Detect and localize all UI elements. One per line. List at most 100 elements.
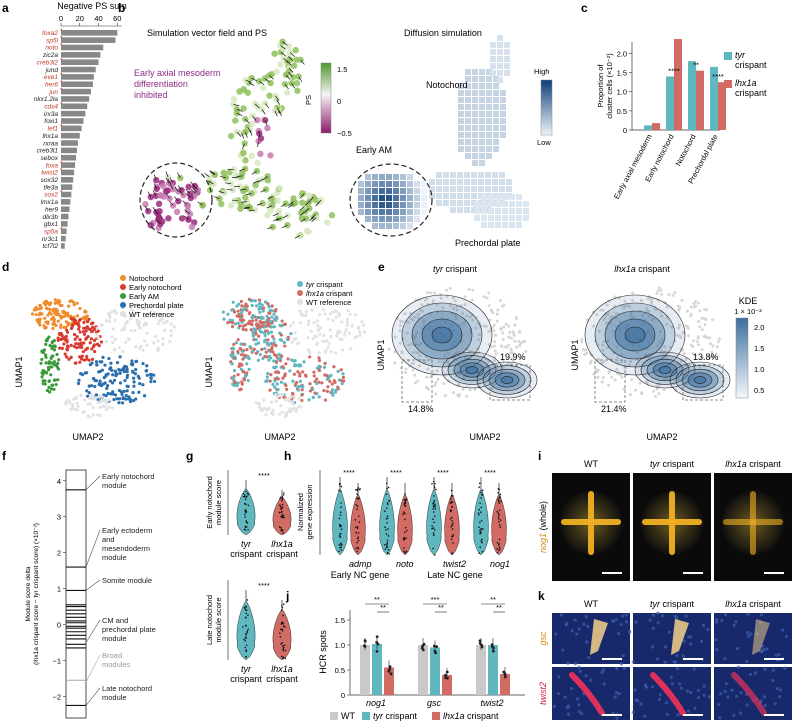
umap-cell	[298, 321, 303, 325]
violin-point	[433, 499, 436, 502]
umap-cell	[144, 322, 148, 326]
panel-c-bar	[688, 61, 696, 131]
diffusion-cell	[479, 125, 485, 131]
umap-cell	[236, 349, 240, 353]
violin-point	[279, 635, 282, 638]
umap-cell	[92, 397, 96, 401]
vector-field-cell	[280, 45, 287, 52]
umap-cell	[245, 371, 249, 375]
kde-background-cell	[500, 345, 504, 349]
umap-cell	[103, 381, 107, 385]
panel-g-significance: ****	[258, 581, 270, 590]
panel-k-nucleus	[619, 622, 623, 627]
panel-h-violin-lhx1a	[444, 483, 460, 556]
umap-cell	[236, 372, 240, 377]
panel-k-nucleus	[696, 688, 701, 693]
umap-cell	[98, 405, 102, 410]
diffusion-cell	[414, 202, 420, 208]
panel-k-nucleus	[584, 674, 588, 678]
kde-background-cell	[630, 378, 634, 382]
umap-cell	[325, 338, 329, 342]
umap-cell	[101, 355, 105, 359]
kde-background-cell	[684, 368, 688, 372]
panel-f-module-label: Late notochord	[102, 684, 152, 693]
umap-cell	[330, 391, 335, 395]
diffusion-cell	[379, 188, 385, 194]
panel-j-stain-horizontal	[642, 519, 702, 525]
diffusion-cell	[372, 188, 378, 194]
kde-background-cell	[509, 336, 513, 340]
violin-point	[281, 621, 283, 624]
violin-point	[246, 631, 249, 634]
umap-cell	[85, 354, 89, 359]
violin-point	[339, 542, 342, 545]
umap-cell	[301, 370, 305, 374]
panel-c-bar	[666, 76, 674, 130]
umap-cell	[230, 350, 235, 354]
umap-cell	[257, 298, 262, 302]
diffusion-cell	[465, 146, 471, 152]
umap-cell	[279, 393, 283, 397]
violin-point	[433, 495, 435, 497]
kde-background-cell	[468, 388, 472, 392]
panel-k-nucleus	[613, 695, 617, 699]
kde-background-cell	[601, 348, 605, 352]
kde-background-cell	[667, 293, 671, 297]
umap-cell	[95, 363, 99, 367]
kde-background-cell	[517, 330, 521, 334]
violin-point	[450, 489, 453, 492]
umap-cell	[65, 348, 70, 352]
vector-field-cell	[230, 95, 238, 103]
diffusion-cell	[490, 63, 496, 69]
umap-cell	[125, 365, 129, 369]
kde-background-cell	[423, 360, 427, 364]
violin-point	[339, 514, 342, 516]
panel-k-gsc-stain	[752, 619, 770, 655]
umap-cell	[121, 396, 125, 400]
umap-cell	[331, 310, 336, 314]
kde-background-cell	[645, 309, 649, 313]
kde-background-cell	[485, 296, 489, 300]
ylabel-line: (lhx1a crispant score − tyr crispant sco…	[33, 523, 40, 665]
violin-point	[278, 511, 281, 514]
kde-background-cell	[679, 336, 683, 340]
panel-k-nucleus	[702, 684, 706, 688]
violin-point	[479, 521, 481, 524]
vector-field-cell	[237, 201, 245, 209]
umap-cell	[274, 393, 278, 397]
vector-arrow	[252, 115, 257, 121]
umap-cell	[315, 377, 319, 381]
umap-cell	[160, 317, 165, 321]
panel-a-xtick: 20	[76, 14, 84, 23]
panel-k-image	[552, 613, 630, 664]
panel-k-nucleus	[715, 620, 719, 624]
diffusion-cell	[509, 222, 515, 228]
panel-a-gene-label: foxa	[46, 162, 59, 169]
kde-background-cell	[675, 333, 679, 337]
panel-i-point	[433, 649, 437, 653]
panel-a-gene-label: creb3l1	[37, 148, 59, 155]
panel-k-nucleus	[724, 682, 728, 686]
kde-background-cell	[477, 333, 481, 337]
umap-cell	[62, 342, 66, 346]
diffusion-cell	[465, 104, 471, 110]
kde-background-cell	[422, 324, 426, 328]
umap-cell	[240, 304, 244, 308]
violin-point	[481, 538, 483, 541]
violin-point	[357, 539, 360, 542]
umap-cell	[51, 354, 55, 358]
vector-arrow	[311, 217, 317, 222]
umap-cell	[240, 349, 245, 353]
diffusion-cell	[358, 209, 364, 215]
violin-point	[281, 503, 284, 506]
diffusion-cell	[479, 111, 485, 117]
panel-k-nucleus	[650, 685, 655, 689]
umap-cell	[60, 346, 64, 350]
umap-cell	[286, 357, 290, 361]
gene-name: lhx1a	[614, 264, 636, 274]
umap-cell	[126, 384, 130, 389]
kde-background-cell	[425, 290, 429, 294]
panel-k-nucleus	[650, 645, 654, 649]
kde-background-cell	[650, 334, 654, 338]
